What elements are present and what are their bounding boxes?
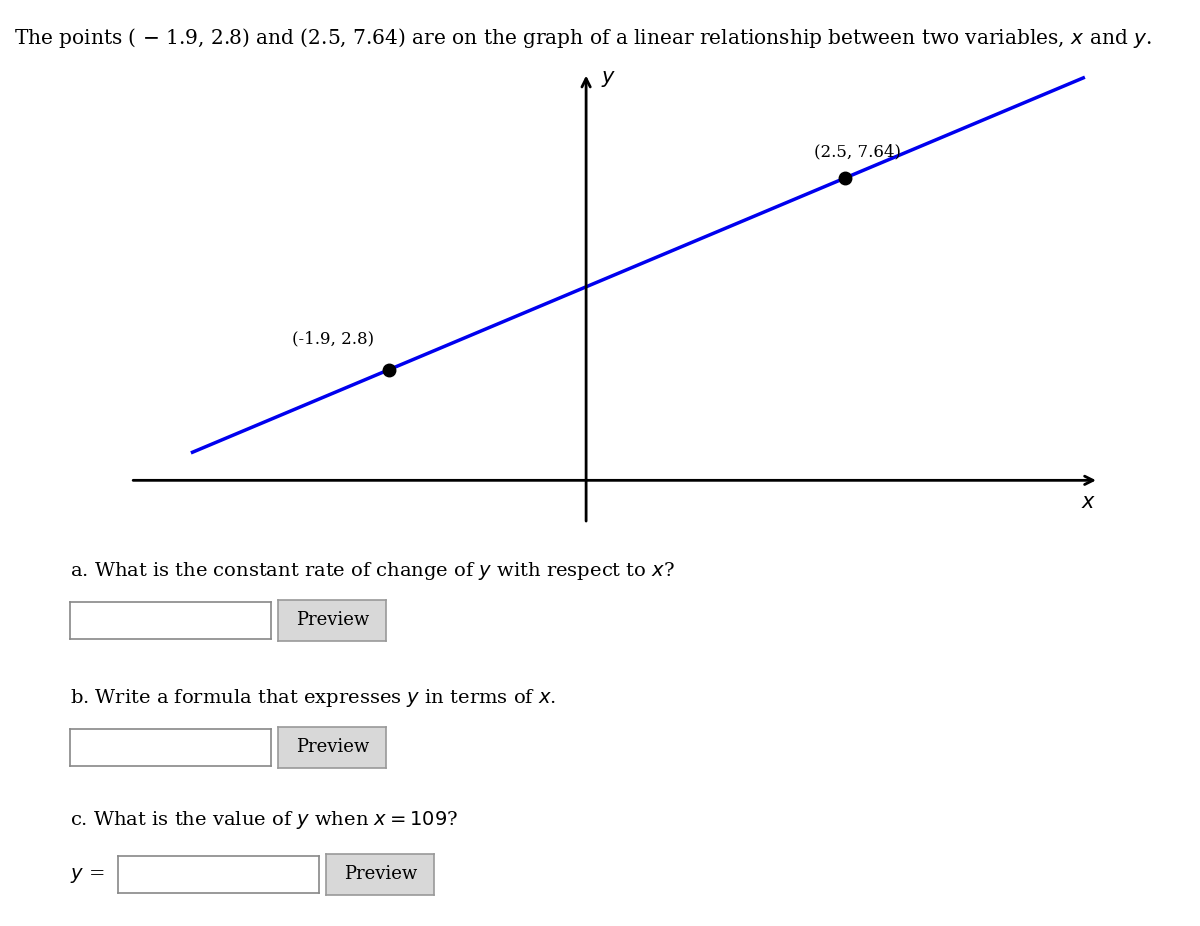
Text: Preview: Preview: [343, 865, 418, 883]
Text: Preview: Preview: [295, 738, 370, 757]
Text: c. What is the value of $y$ when $x = 109$?: c. What is the value of $y$ when $x = 10…: [70, 809, 457, 832]
Text: b. Write a formula that expresses $y$ in terms of $x$.: b. Write a formula that expresses $y$ in…: [70, 687, 556, 709]
Text: $y$: $y$: [601, 69, 617, 89]
Text: $y$ =: $y$ =: [70, 866, 104, 885]
Text: (2.5, 7.64): (2.5, 7.64): [814, 144, 901, 160]
Text: Preview: Preview: [295, 611, 370, 630]
Text: a. What is the constant rate of change of $y$ with respect to $x$?: a. What is the constant rate of change o…: [70, 560, 674, 582]
Text: The points ( $-$ 1.9, 2.8) and (2.5, 7.64) are on the graph of a linear relation: The points ( $-$ 1.9, 2.8) and (2.5, 7.6…: [14, 26, 1152, 50]
Text: (-1.9, 2.8): (-1.9, 2.8): [292, 331, 373, 348]
Text: $x$: $x$: [1081, 493, 1096, 511]
